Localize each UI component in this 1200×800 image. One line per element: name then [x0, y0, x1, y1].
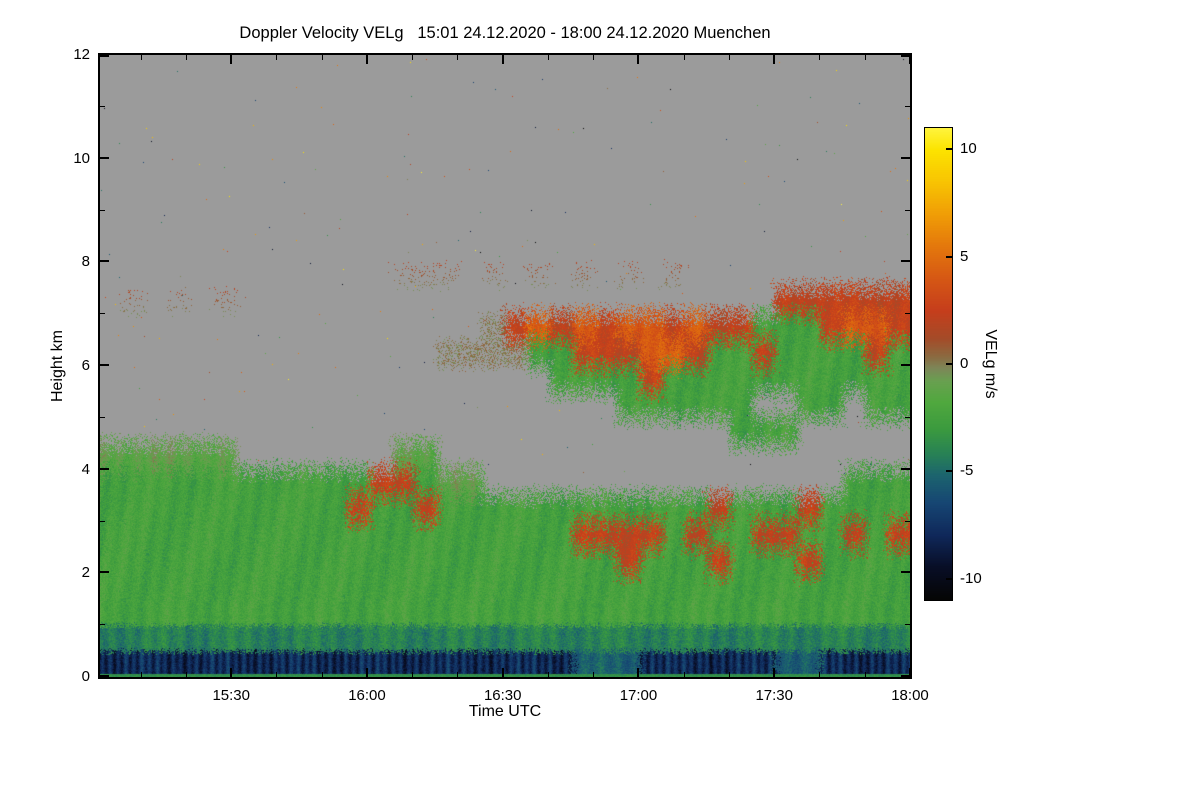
y-minor-tick-mark: [905, 624, 910, 626]
y-tick-mark: [901, 675, 910, 677]
x-minor-tick-mark: [321, 55, 323, 60]
x-tick-mark: [365, 668, 368, 677]
y-minor-tick-mark: [100, 209, 105, 211]
x-minor-tick-mark: [593, 55, 595, 60]
y-minor-tick-mark: [100, 313, 105, 315]
x-minor-tick-mark: [864, 672, 866, 677]
x-tick-mark: [773, 668, 776, 677]
x-minor-tick-mark: [819, 672, 821, 677]
colorbar-tick-mark: [946, 470, 952, 473]
y-tick-mark: [100, 364, 109, 366]
y-tick-label: 0: [81, 668, 90, 685]
y-tick-mark: [901, 55, 910, 57]
y-tick-mark: [100, 55, 109, 57]
y-tick-mark: [901, 571, 910, 574]
colorbar-tick-label: -10: [960, 569, 982, 587]
plot-area: [98, 53, 912, 679]
y-tick-mark: [100, 467, 109, 470]
x-tick-label: 16:30: [483, 687, 522, 704]
x-tick-mark: [637, 668, 640, 677]
x-tick-label: 17:00: [619, 687, 658, 704]
x-minor-tick-mark: [276, 55, 278, 60]
x-tick-label: 18:00: [891, 687, 929, 704]
x-tick-mark: [773, 55, 776, 64]
x-tick-mark: [909, 668, 911, 677]
colorbar-tick-label: 0: [960, 355, 969, 372]
x-tick-mark: [230, 668, 233, 677]
x-minor-tick-mark: [140, 672, 142, 677]
y-minor-tick-mark: [100, 520, 105, 522]
x-minor-tick-mark: [185, 55, 187, 60]
x-tick-mark: [230, 55, 233, 64]
colorbar: [924, 127, 953, 601]
x-minor-tick-mark: [412, 672, 414, 677]
colorbar-tick-mark: [946, 255, 952, 258]
y-minor-tick-mark: [100, 416, 105, 418]
y-tick-mark: [100, 156, 109, 159]
x-minor-tick-mark: [728, 672, 730, 677]
x-minor-tick-mark: [185, 672, 187, 677]
x-tick-mark: [909, 55, 911, 64]
x-minor-tick-mark: [457, 55, 459, 60]
y-tick-label: 6: [81, 357, 90, 374]
x-tick-mark: [365, 55, 368, 64]
y-tick-mark: [100, 675, 109, 677]
colorbar-tick-mark: [946, 148, 952, 151]
x-minor-tick-mark: [412, 55, 414, 60]
y-tick-label: 4: [81, 460, 90, 478]
y-minor-tick-mark: [905, 520, 910, 522]
y-minor-tick-mark: [100, 105, 105, 107]
y-minor-tick-mark: [905, 105, 910, 107]
x-minor-tick-mark: [547, 55, 549, 60]
y-tick-mark: [901, 364, 910, 366]
x-tick-mark: [501, 668, 504, 677]
colorbar-tick-label: -5: [960, 462, 974, 480]
y-tick-mark: [901, 467, 910, 470]
y-tick-label: 10: [73, 149, 90, 167]
heatmap-canvas: [100, 55, 910, 677]
x-minor-tick-mark: [276, 672, 278, 677]
x-minor-tick-mark: [683, 55, 685, 60]
colorbar-tick-mark: [946, 363, 952, 365]
x-minor-tick-mark: [321, 672, 323, 677]
x-tick-mark: [637, 55, 640, 64]
y-minor-tick-mark: [905, 209, 910, 211]
x-minor-tick-mark: [819, 55, 821, 60]
x-minor-tick-mark: [140, 55, 142, 60]
x-tick-label: 17:30: [755, 687, 793, 704]
x-minor-tick-mark: [864, 55, 866, 60]
y-tick-mark: [901, 260, 910, 263]
chart-title: Doppler Velocity VELg 15:01 24.12.2020 -…: [239, 24, 771, 42]
colorbar-tick-label: 5: [960, 247, 969, 265]
y-tick-mark: [901, 156, 910, 159]
x-tick-label: 16:00: [348, 687, 386, 704]
x-tick-mark: [501, 55, 504, 64]
y-tick-mark: [100, 571, 109, 574]
y-tick-label: 12: [73, 46, 90, 63]
x-minor-tick-mark: [728, 55, 730, 60]
y-minor-tick-mark: [905, 313, 910, 315]
x-minor-tick-mark: [457, 672, 459, 677]
colorbar-tick-mark: [946, 577, 952, 580]
x-minor-tick-mark: [547, 672, 549, 677]
y-tick-mark: [100, 260, 109, 263]
y-tick-label: 8: [81, 253, 90, 271]
colorbar-tick-label: 10: [960, 140, 977, 158]
x-tick-label: 15:30: [212, 687, 250, 704]
y-minor-tick-mark: [905, 416, 910, 418]
x-minor-tick-mark: [683, 672, 685, 677]
x-minor-tick-mark: [593, 672, 595, 677]
y-tick-label: 2: [81, 564, 90, 582]
y-minor-tick-mark: [100, 624, 105, 626]
x-axis-label: Time UTC: [468, 703, 542, 720]
